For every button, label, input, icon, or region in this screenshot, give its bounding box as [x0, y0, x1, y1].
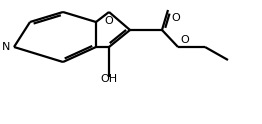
Text: O: O: [105, 16, 113, 26]
Text: N: N: [2, 42, 10, 52]
Text: OH: OH: [100, 74, 118, 84]
Text: O: O: [171, 13, 180, 23]
Text: O: O: [180, 35, 189, 45]
